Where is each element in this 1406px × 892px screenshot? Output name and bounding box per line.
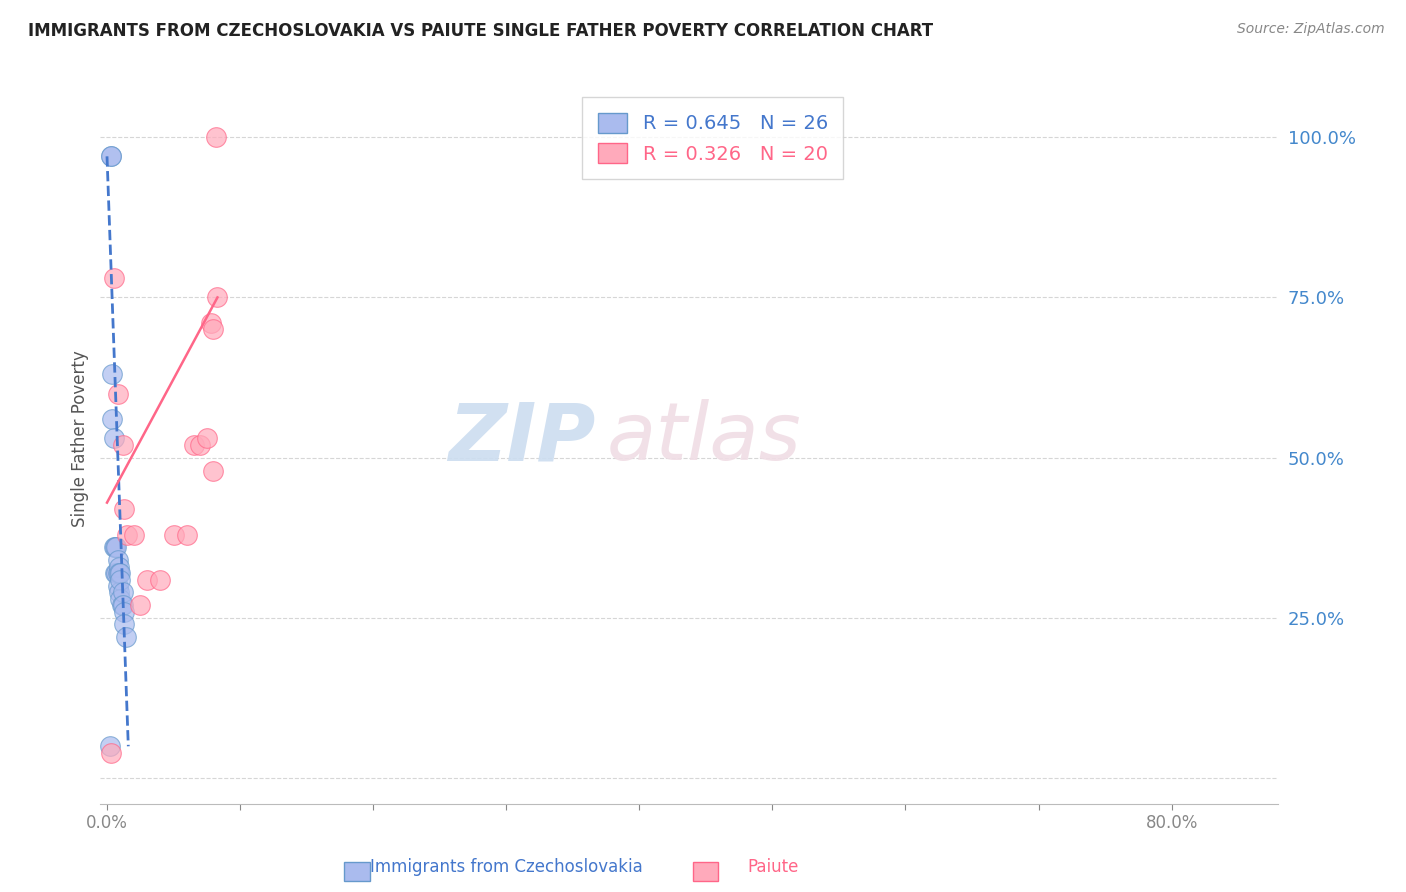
Point [98, 739, 121, 754]
Point [110, 566, 132, 581]
Point [108, 585, 131, 599]
Point [100, 149, 122, 163]
Point [111, 598, 134, 612]
Point [188, 438, 211, 452]
Text: Paiute: Paiute [748, 858, 799, 876]
Point [107, 566, 129, 581]
Point [104, 541, 127, 555]
Point [112, 617, 135, 632]
Point [162, 527, 184, 541]
Text: Immigrants from Czechoslovakia: Immigrants from Czechoslovakia [370, 858, 643, 876]
Point [112, 502, 135, 516]
Point [103, 432, 125, 446]
Point [200, 316, 222, 330]
Point [115, 527, 138, 541]
Point [101, 368, 124, 382]
Point [114, 630, 136, 644]
Text: ZIP: ZIP [447, 400, 595, 477]
Point [149, 573, 172, 587]
Point [110, 573, 132, 587]
Point [103, 541, 125, 555]
Point [104, 566, 127, 581]
Point [105, 566, 128, 581]
Point [183, 438, 205, 452]
Y-axis label: Single Father Poverty: Single Father Poverty [72, 350, 89, 527]
Point [129, 598, 152, 612]
Point [111, 598, 134, 612]
Text: atlas: atlas [607, 400, 801, 477]
Point [111, 438, 134, 452]
Point [100, 149, 122, 163]
Point [112, 605, 135, 619]
Point [100, 746, 122, 760]
Point [136, 573, 159, 587]
Legend: R = 0.645   N = 26, R = 0.326   N = 20: R = 0.645 N = 26, R = 0.326 N = 20 [582, 97, 844, 179]
Point [107, 386, 129, 401]
Point [108, 566, 131, 581]
Point [103, 271, 125, 285]
Point [176, 527, 198, 541]
Point [195, 432, 218, 446]
Point [110, 591, 132, 606]
Point [205, 130, 228, 145]
Point [122, 527, 145, 541]
Point [101, 412, 124, 426]
Point [107, 553, 129, 567]
Point [111, 585, 134, 599]
Point [207, 290, 229, 304]
Point [105, 541, 128, 555]
Point [107, 579, 129, 593]
Text: Source: ZipAtlas.com: Source: ZipAtlas.com [1237, 22, 1385, 37]
Point [202, 322, 225, 336]
Point [202, 464, 225, 478]
Point [108, 559, 131, 574]
Text: IMMIGRANTS FROM CZECHOSLOVAKIA VS PAIUTE SINGLE FATHER POVERTY CORRELATION CHART: IMMIGRANTS FROM CZECHOSLOVAKIA VS PAIUTE… [28, 22, 934, 40]
